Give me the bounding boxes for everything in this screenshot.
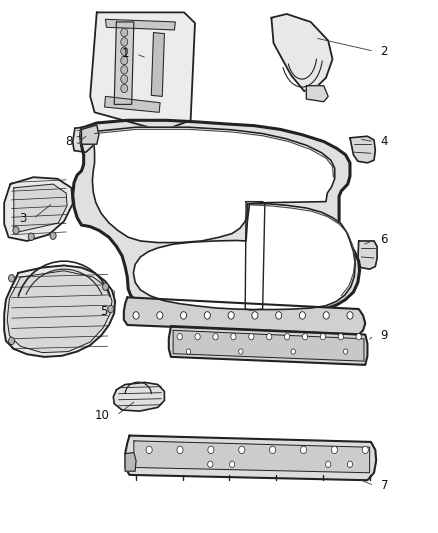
Circle shape — [331, 446, 337, 454]
Text: 2: 2 — [381, 45, 388, 58]
Circle shape — [239, 446, 245, 454]
Polygon shape — [73, 120, 360, 313]
Circle shape — [356, 334, 361, 340]
Polygon shape — [125, 453, 136, 471]
Circle shape — [300, 312, 305, 319]
Text: 7: 7 — [381, 479, 388, 492]
Circle shape — [121, 47, 128, 55]
Circle shape — [267, 334, 272, 340]
Circle shape — [230, 461, 235, 467]
Circle shape — [228, 312, 234, 319]
Polygon shape — [134, 441, 370, 473]
Circle shape — [362, 446, 368, 454]
Polygon shape — [169, 326, 367, 365]
Polygon shape — [358, 241, 377, 269]
Circle shape — [204, 312, 210, 319]
Circle shape — [323, 312, 329, 319]
Text: 4: 4 — [381, 135, 388, 148]
Circle shape — [121, 56, 128, 64]
Polygon shape — [4, 265, 115, 357]
Text: 1: 1 — [122, 47, 130, 60]
Circle shape — [28, 233, 34, 240]
Circle shape — [121, 66, 128, 74]
Circle shape — [121, 38, 128, 46]
Circle shape — [208, 446, 214, 454]
Circle shape — [157, 312, 163, 319]
Circle shape — [102, 283, 109, 290]
Circle shape — [252, 312, 258, 319]
Polygon shape — [350, 136, 375, 163]
Polygon shape — [92, 127, 335, 243]
Circle shape — [291, 349, 295, 354]
Circle shape — [50, 232, 56, 239]
Circle shape — [320, 334, 325, 340]
Polygon shape — [73, 126, 97, 152]
Polygon shape — [306, 86, 328, 102]
Polygon shape — [14, 184, 67, 233]
Circle shape — [302, 334, 307, 340]
Circle shape — [249, 334, 254, 340]
Circle shape — [121, 28, 128, 37]
Circle shape — [9, 337, 14, 345]
Circle shape — [177, 334, 182, 340]
Text: 5: 5 — [100, 305, 108, 318]
Text: 3: 3 — [20, 212, 27, 225]
Circle shape — [239, 349, 243, 354]
Polygon shape — [245, 201, 265, 310]
Polygon shape — [114, 22, 134, 104]
Circle shape — [186, 349, 191, 354]
Circle shape — [338, 334, 343, 340]
Polygon shape — [272, 14, 332, 91]
Circle shape — [208, 461, 213, 467]
Circle shape — [347, 312, 353, 319]
Circle shape — [276, 312, 282, 319]
Circle shape — [121, 84, 128, 93]
Polygon shape — [7, 271, 112, 353]
Circle shape — [108, 305, 114, 313]
Polygon shape — [90, 12, 195, 131]
Polygon shape — [113, 382, 164, 411]
Polygon shape — [151, 33, 164, 96]
Circle shape — [13, 227, 19, 234]
Text: 9: 9 — [381, 329, 388, 342]
Text: 10: 10 — [95, 409, 110, 422]
Polygon shape — [173, 330, 364, 361]
Polygon shape — [4, 177, 73, 241]
Circle shape — [213, 334, 218, 340]
Circle shape — [80, 128, 89, 139]
Circle shape — [285, 334, 290, 340]
Circle shape — [269, 446, 276, 454]
Circle shape — [347, 461, 353, 467]
Circle shape — [325, 461, 331, 467]
Circle shape — [195, 334, 200, 340]
Polygon shape — [125, 435, 376, 480]
Text: 6: 6 — [381, 233, 388, 246]
Circle shape — [133, 312, 139, 319]
Circle shape — [300, 446, 307, 454]
Polygon shape — [106, 19, 175, 30]
Circle shape — [9, 274, 14, 282]
Circle shape — [180, 312, 187, 319]
Circle shape — [146, 446, 152, 454]
Circle shape — [177, 446, 183, 454]
Circle shape — [343, 349, 348, 354]
Circle shape — [231, 334, 236, 340]
Polygon shape — [105, 96, 160, 112]
Polygon shape — [124, 297, 365, 335]
Polygon shape — [134, 204, 355, 310]
Circle shape — [121, 75, 128, 83]
Text: 8: 8 — [65, 135, 73, 148]
Polygon shape — [81, 125, 99, 144]
